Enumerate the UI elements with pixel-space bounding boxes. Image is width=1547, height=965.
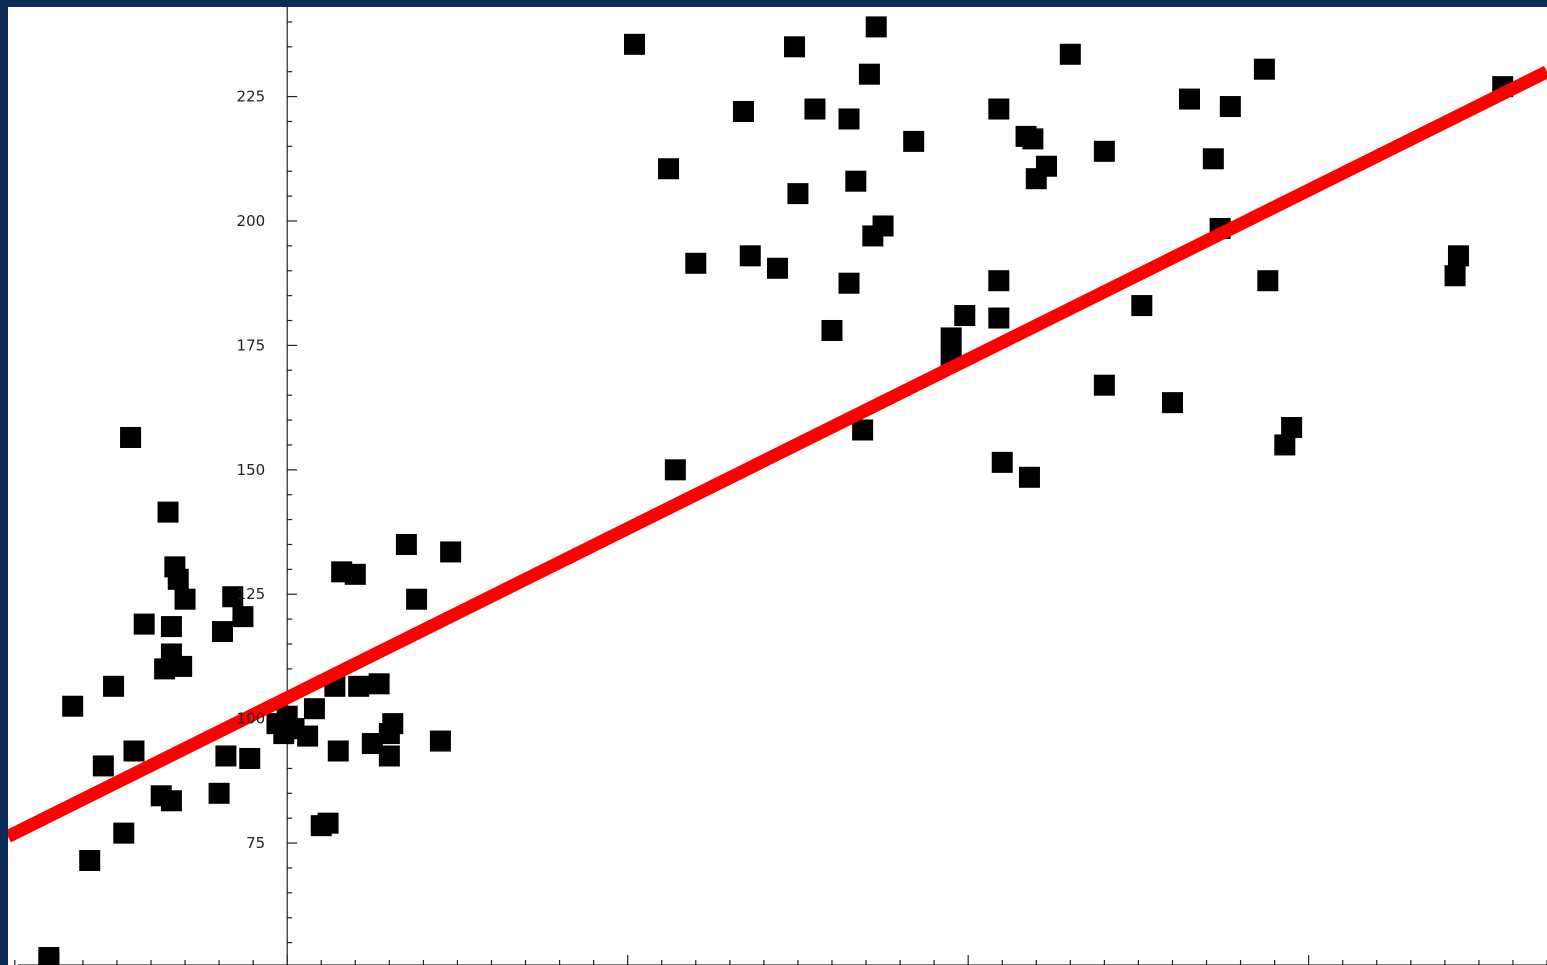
data-point [92,755,114,777]
data-point [954,305,976,327]
data-point [429,730,451,752]
y-tick-label: 200 [237,212,266,230]
data-point [368,673,390,695]
data-point [239,747,261,769]
data-point [440,541,462,563]
data-point [1022,128,1044,150]
data-point [406,588,428,610]
data-point [1219,96,1241,118]
data-point [1093,140,1115,162]
data-point [739,245,761,267]
data-point [1253,58,1275,80]
data-point [133,613,155,635]
data-point [1161,392,1183,414]
data-point [157,501,179,523]
data-point [215,745,237,767]
data-point [303,698,325,720]
data-point [120,426,142,448]
data-point [767,257,788,279]
data-point [685,252,707,274]
data-point [327,740,349,762]
data-point [1131,295,1153,317]
data-point [1447,245,1469,267]
data-point [123,740,145,762]
data-point [845,170,867,192]
data-point [378,723,400,745]
data-point [62,695,84,717]
data-point [232,606,254,628]
tick-labels: 3040506075100125150175200225 [237,88,266,852]
data-point [167,568,189,590]
data-point [658,158,680,180]
data-point [732,101,754,123]
data-point [395,533,417,555]
data-point [1281,417,1303,439]
data-point [664,459,686,481]
data-point [1444,265,1466,287]
data-point [821,319,843,341]
data-point [1018,466,1040,488]
data-point [787,183,809,205]
y-tick-label: 100 [237,710,266,728]
data-point [174,588,196,610]
data-point [804,98,826,120]
data-point [348,675,370,697]
data-point [317,812,339,834]
data-point [623,33,645,55]
data-point [988,307,1010,329]
data-point [862,225,884,247]
data-point [852,419,874,441]
data-point [297,725,319,747]
data-point [1257,270,1279,292]
data-point [838,108,860,130]
data-point [1059,43,1081,65]
data-point [113,822,135,844]
data-point [838,272,860,294]
data-point [988,98,1010,120]
data-point [208,782,230,804]
y-tick-label: 150 [237,461,266,479]
data-point [103,675,125,697]
data-point [222,586,244,608]
data-point [212,621,234,643]
plot-area: 3040506075100125150175200225 [8,7,1547,965]
data-point [1178,88,1200,110]
y-tick-label: 75 [246,834,265,852]
data-point [344,563,366,585]
data-point [940,327,962,349]
y-tick-label: 225 [237,88,266,106]
data-point [991,451,1013,473]
data-point [38,947,60,965]
data-point [1093,374,1115,396]
data-point [160,616,182,638]
scatter-chart: 3040506075100125150175200225 [8,7,1547,965]
data-point [988,270,1010,292]
data-point [1274,434,1296,456]
y-tick-label: 125 [237,585,266,603]
trend-line [8,65,1547,843]
y-tick-label: 175 [237,336,266,354]
data-point [79,849,101,871]
data-point [1202,148,1224,170]
trend-line-group [8,65,1547,843]
data-point [784,36,806,58]
data-point [378,745,400,767]
data-point [171,655,193,677]
data-point [160,790,182,812]
axes [14,7,1547,965]
data-point [858,63,880,85]
data-points [38,16,1514,965]
data-point [903,130,925,152]
data-point [1035,155,1057,177]
data-point [865,16,887,38]
data-point [361,733,383,755]
